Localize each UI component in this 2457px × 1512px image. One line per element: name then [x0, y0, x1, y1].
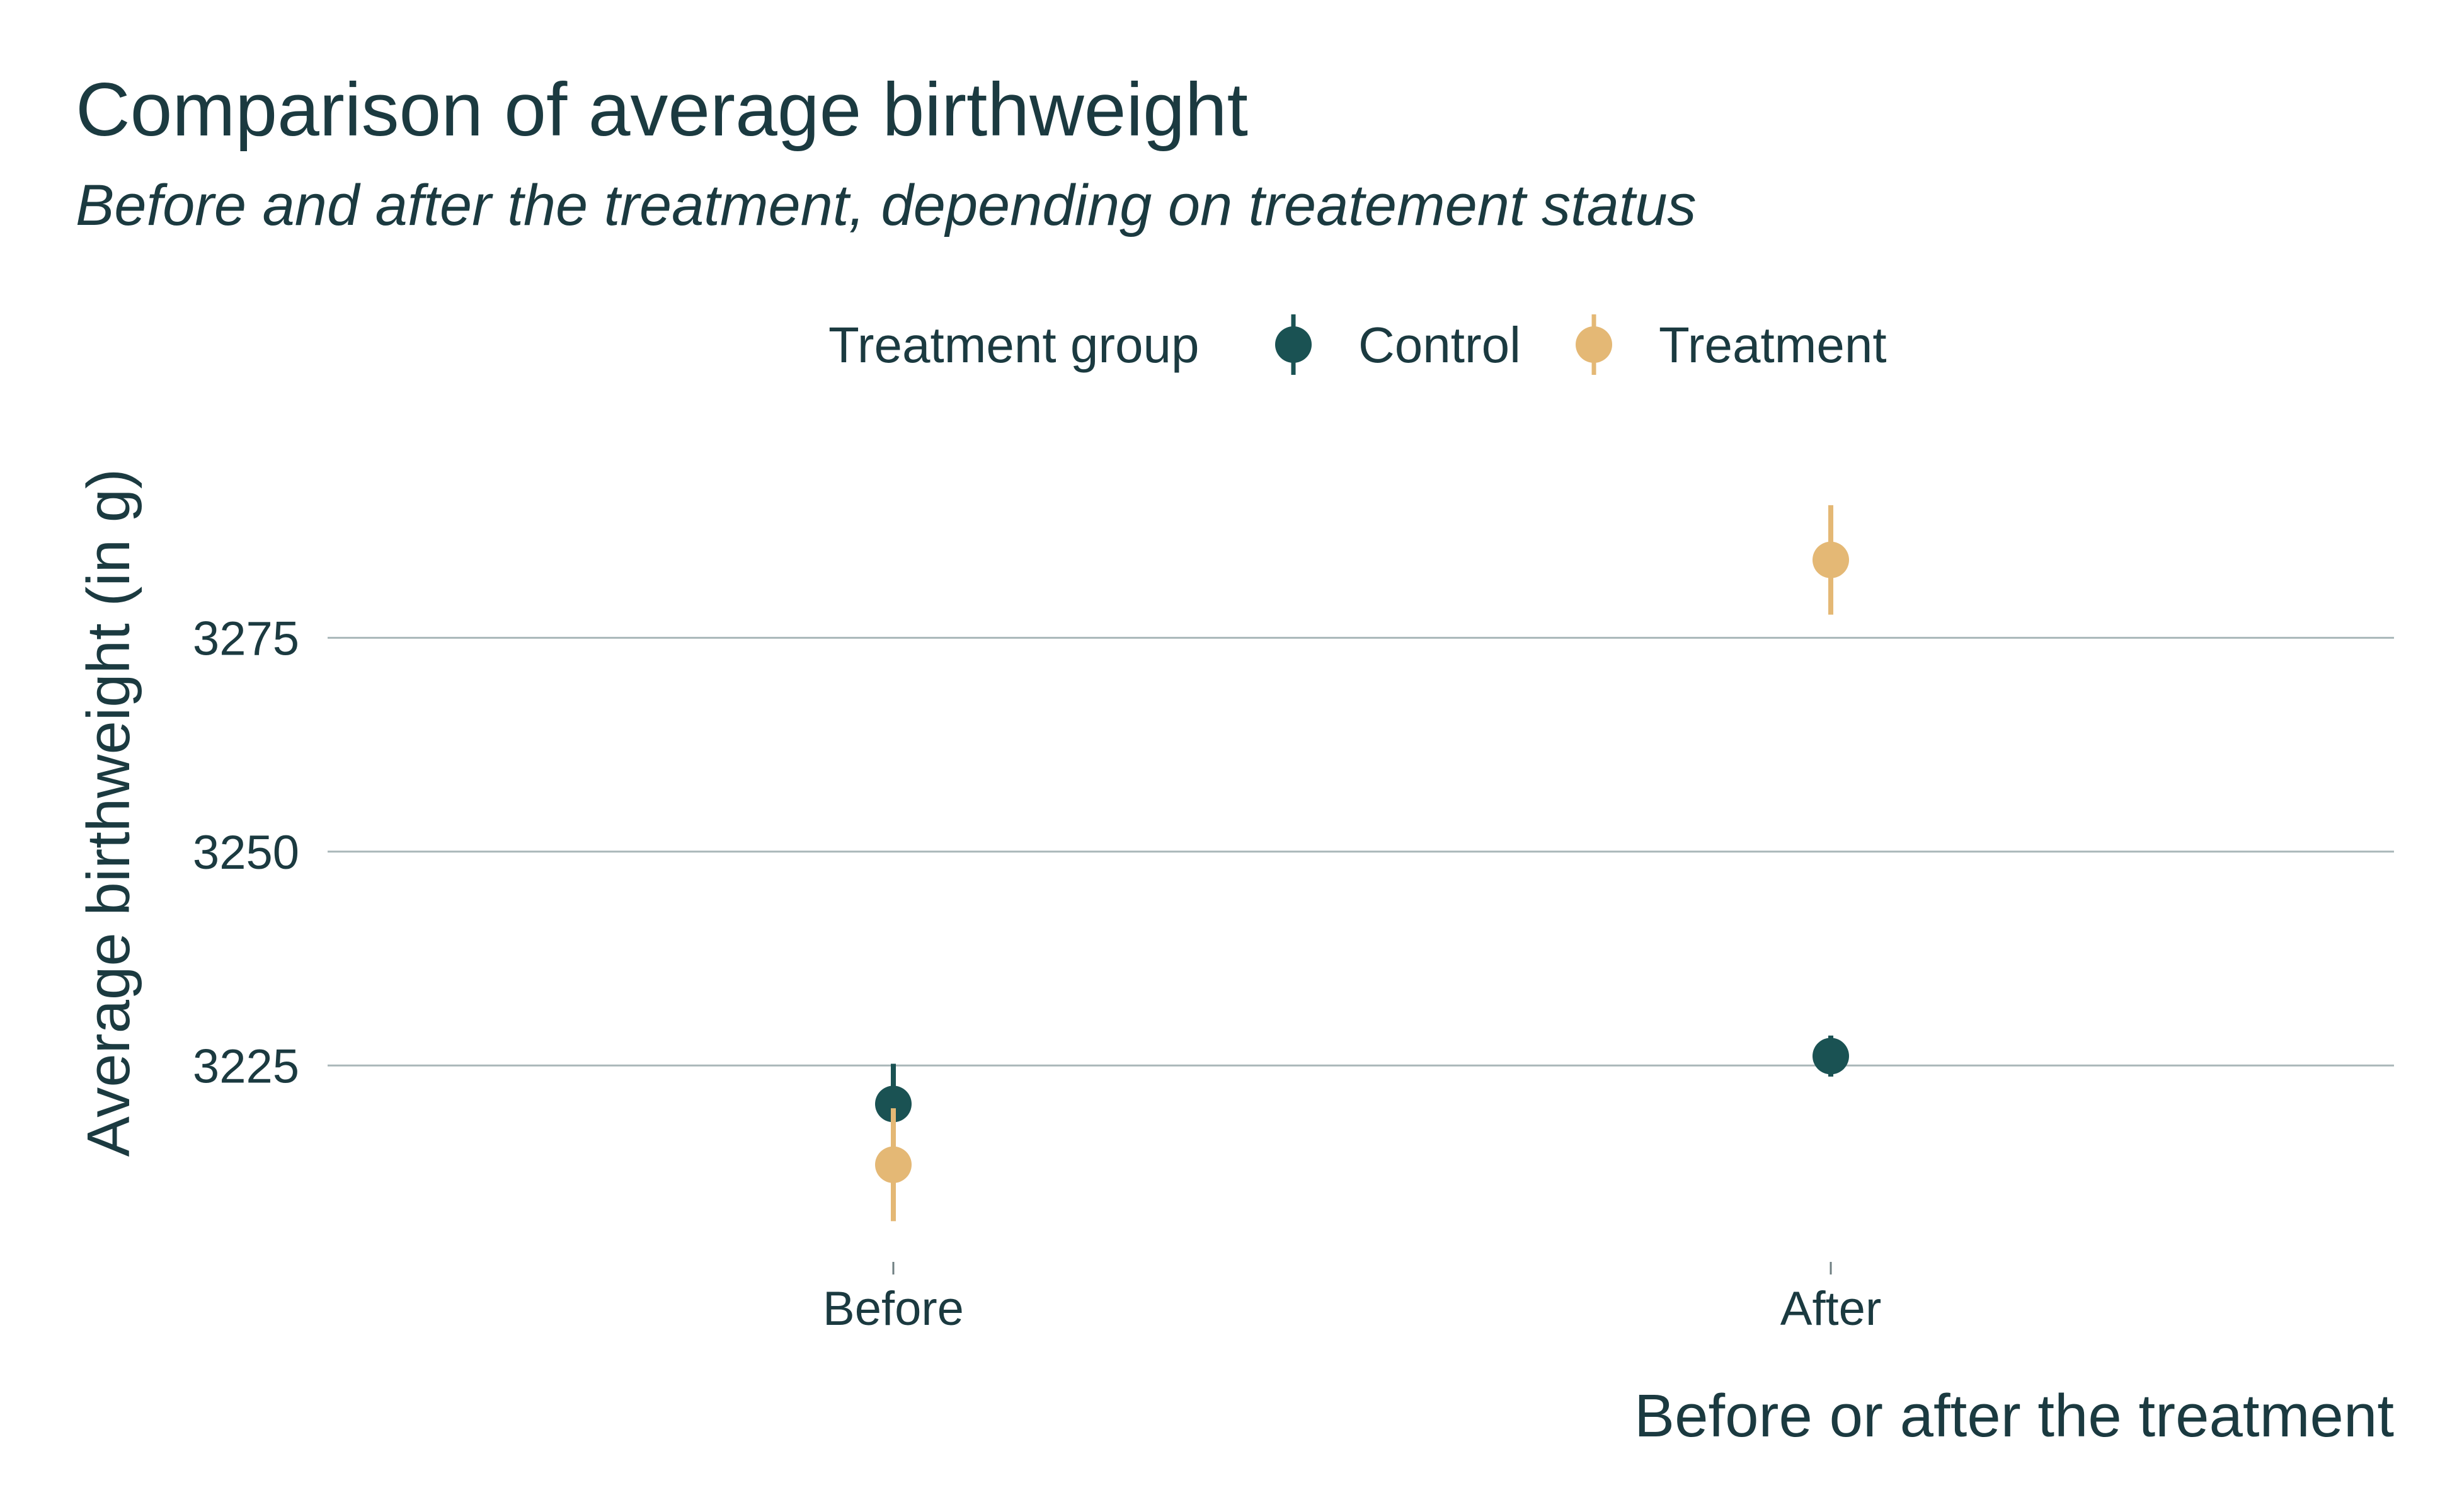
y-gridlines	[328, 636, 2394, 1067]
treatment-point	[1813, 541, 1849, 578]
chart-subtitle: Before and after the treatment, dependin…	[76, 173, 1697, 238]
x-tick-label: After	[1780, 1282, 1882, 1336]
y-tick-label: 3250	[193, 826, 299, 879]
control-point	[1813, 1038, 1849, 1075]
x-tick-labels: Before After	[823, 1262, 1881, 1336]
y-tick-labels: 3225 3250 3275	[193, 612, 299, 1093]
treatment-legend-key-point	[1576, 326, 1612, 363]
y-tick-label: 3225	[193, 1040, 299, 1093]
y-axis-title: Average birthweight (in g)	[75, 469, 142, 1157]
legend-title: Treatment group	[828, 317, 1199, 373]
y-tick-label: 3275	[193, 612, 299, 665]
chart-title: Comparison of average birthweight	[76, 67, 1248, 152]
control-point	[875, 1085, 912, 1123]
treatment-legend-label: Treatment	[1659, 317, 1887, 373]
x-axis-title: Before or after the treatment	[1634, 1382, 2394, 1450]
data-marks	[875, 505, 1849, 1222]
control-legend-label: Control	[1358, 317, 1521, 373]
treatment-point	[875, 1146, 912, 1183]
control-legend-key-point	[1275, 326, 1312, 363]
x-tick-label: Before	[823, 1282, 964, 1336]
legend-entries: Control Treatment	[1275, 314, 1887, 375]
legend: Treatment group Control Treatment	[828, 314, 1887, 375]
